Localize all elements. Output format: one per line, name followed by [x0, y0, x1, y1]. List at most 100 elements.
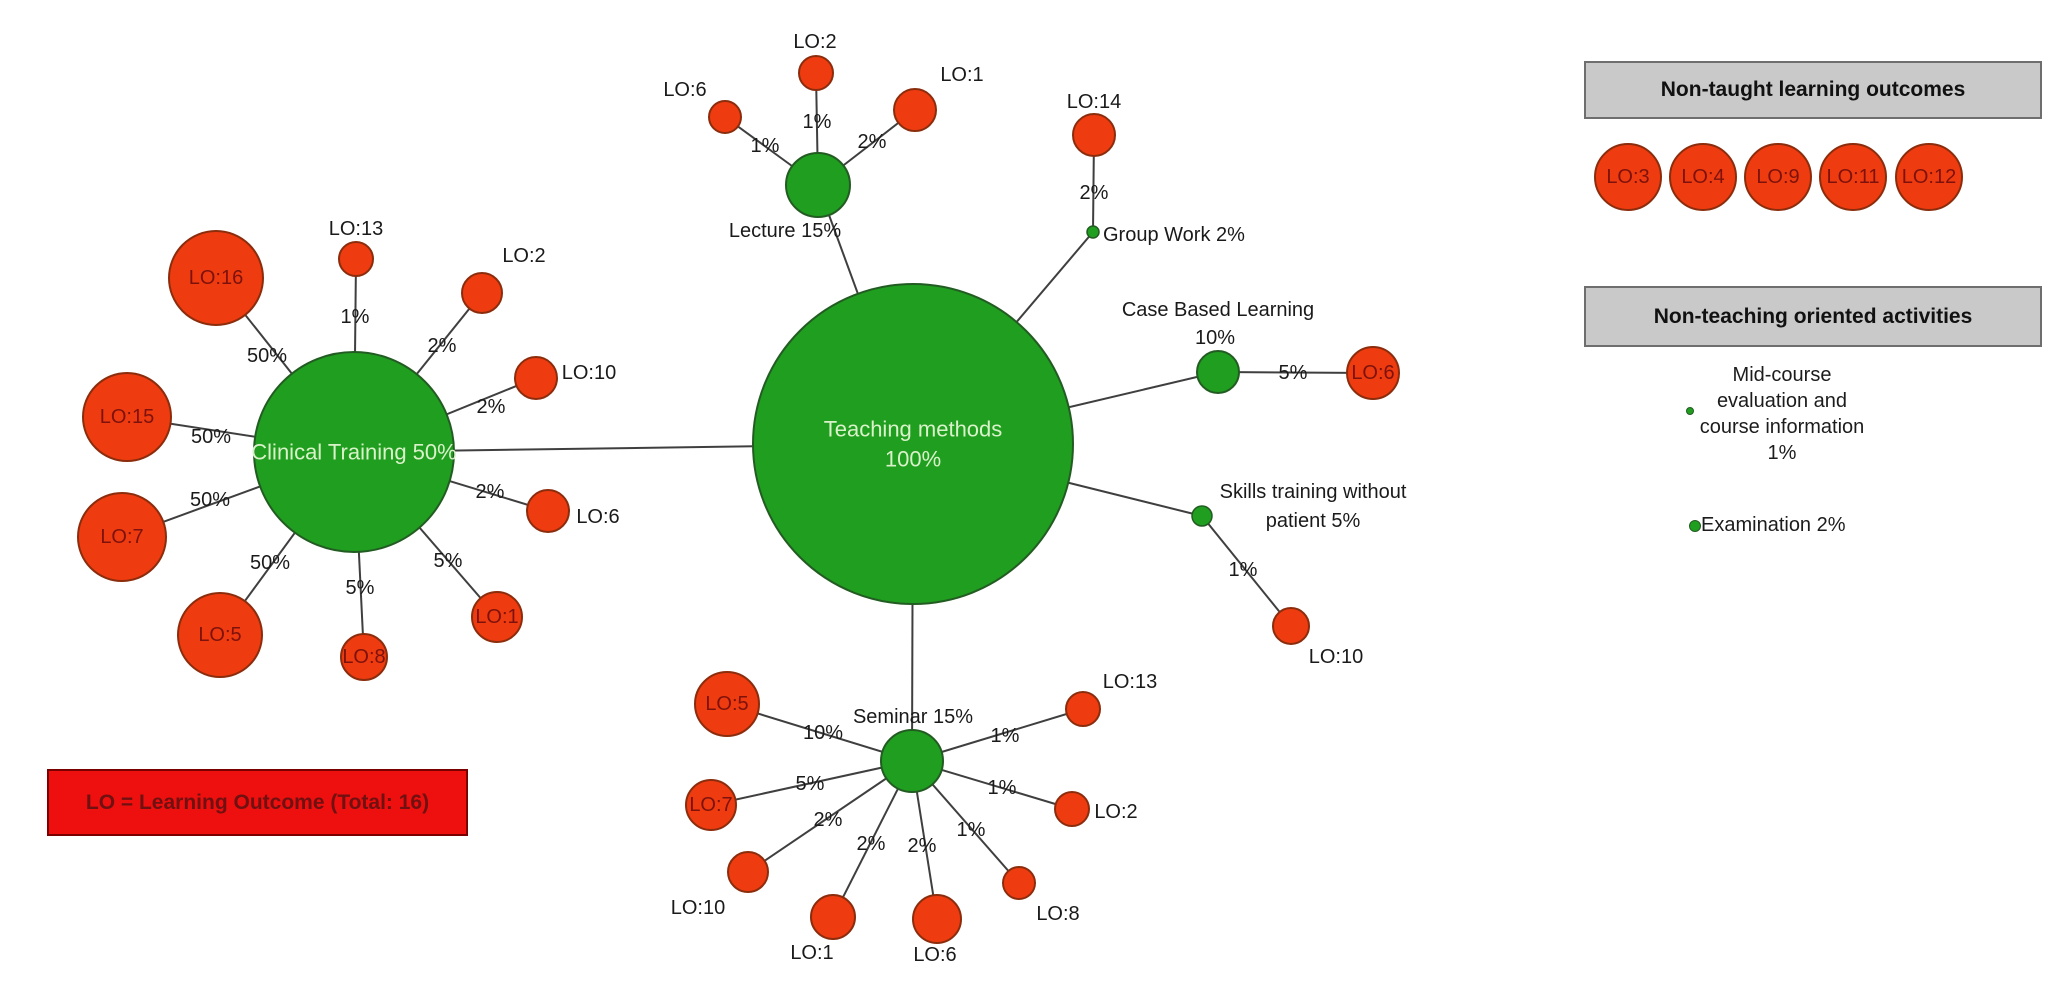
label-groupwork: Group Work 2%: [1103, 224, 1245, 246]
node-cl-lo13: [338, 241, 374, 277]
examination-dot: [1689, 519, 1701, 532]
node-label-cl-lo5: LO:5: [198, 624, 241, 646]
node-label-cl-lo7: LO:7: [100, 526, 143, 548]
node-cl-lo2: [461, 272, 503, 314]
label-sem-lo8: LO:8: [1036, 903, 1079, 925]
edge-label-13: 50%: [250, 552, 290, 574]
label-sem-lo6: LO:6: [913, 944, 956, 966]
node-label-teaching: Teaching methods: [824, 417, 1003, 442]
node-label-sem-lo5: LO:5: [705, 693, 748, 715]
edge-label-8: 2%: [428, 335, 457, 357]
edge-label-11: 5%: [434, 550, 463, 572]
node-lecture: [785, 152, 851, 218]
edge-skills-sk-lo10: [1201, 515, 1292, 627]
node-sk-lo10: [1272, 607, 1310, 645]
label-sem-lo13: LO:13: [1103, 671, 1157, 693]
edge-label-10: 2%: [476, 481, 505, 503]
edge-label-2: 2%: [858, 131, 887, 153]
legend-non-teaching-box: Non-teaching oriented activities: [1584, 286, 2042, 347]
edge-label-15: 50%: [191, 426, 231, 448]
label-sk-lo10: LO:10: [1309, 646, 1363, 668]
node-lec-lo1: [893, 88, 937, 132]
node-cl-lo8: [340, 633, 388, 681]
edge-label-14: 50%: [190, 489, 230, 511]
node-lec-lo2: [798, 55, 834, 91]
label-sem-lo1: LO:1: [790, 942, 833, 964]
node-skills: [1191, 505, 1213, 527]
label-cl-lo6: LO:6: [576, 506, 619, 528]
edge-label-17: 5%: [796, 773, 825, 795]
node-label-cl-lo8: LO:8: [342, 646, 385, 668]
node-cl-lo5: [177, 592, 263, 678]
edge-label-19: 2%: [857, 833, 886, 855]
node-label-cbl-lo6: LO:6: [1351, 362, 1394, 384]
node-sem-lo6: [912, 894, 962, 944]
examination-label: Examination 2%: [1701, 514, 1846, 536]
node-cl-lo16: [168, 230, 264, 326]
node-clinical: [253, 351, 455, 553]
label-cbl-line2: 10%: [1195, 327, 1235, 349]
lo-note-box: LO = Learning Outcome (Total: 16): [47, 769, 468, 836]
legend-chip-lo9: LO:9: [1744, 143, 1812, 211]
label-sem-lo10: LO:10: [671, 897, 725, 919]
node-label-cl-lo15: LO:15: [100, 406, 154, 428]
legend-non-taught-box: Non-taught learning outcomes: [1584, 61, 2042, 119]
label-cbl-line1: Case Based Learning: [1122, 299, 1314, 321]
edge-label-3: 2%: [1080, 182, 1109, 204]
edge-label-9: 2%: [477, 396, 506, 418]
node-lec-lo6: [708, 100, 742, 134]
label-lec-lo6: LO:6: [663, 79, 706, 101]
node-groupwork: [1086, 225, 1100, 239]
node-label-cl-lo16: LO:16: [189, 267, 243, 289]
examination-row: Examination 2%: [1689, 514, 1846, 537]
legend-non-taught-header: Non-taught learning outcomes: [1660, 78, 1966, 101]
label-lec-lo2: LO:2: [793, 31, 836, 53]
legend-chip-lo12: LO:12: [1895, 143, 1963, 211]
label-lec-lo1: LO:1: [940, 64, 983, 86]
label-cl-lo10: LO:10: [562, 362, 616, 384]
node-sem-lo5: [694, 671, 760, 737]
legend-chip-lo3: LO:3: [1594, 143, 1662, 211]
node-cl-lo10: [514, 356, 558, 400]
edge-label-18: 2%: [814, 809, 843, 831]
node-teaching: [752, 283, 1074, 605]
label-lecture: Lecture 15%: [729, 220, 842, 242]
edge-label-6: 50%: [247, 345, 287, 367]
edge-seminar-sem-lo7: [710, 760, 913, 806]
label-cl-lo13: LO:13: [329, 218, 383, 240]
edge-label-21: 1%: [957, 819, 986, 841]
label-gw-lo14: LO:14: [1067, 91, 1121, 113]
label-cl-lo2: LO:2: [502, 245, 545, 267]
node-cl-lo6: [526, 489, 570, 533]
edge-seminar-sem-lo10: [747, 760, 913, 873]
node-gw-lo14: [1072, 113, 1116, 157]
label-sem-lo2: LO:2: [1094, 801, 1137, 823]
edge-label-4: 5%: [1279, 362, 1308, 384]
label-skills-line2: patient 5%: [1266, 510, 1361, 532]
edge-label-7: 1%: [341, 306, 370, 328]
node-sem-lo1: [810, 894, 856, 940]
legend-chip-lo4: LO:4: [1669, 143, 1737, 211]
legend-chip-lo11: LO:11: [1819, 143, 1887, 211]
node-label-clinical: Clinical Training 50%: [251, 440, 456, 465]
edge-label-5: 1%: [1229, 559, 1258, 581]
midcourse-dot: [1686, 407, 1694, 415]
midcourse-note: Mid-course evaluation and course informa…: [1699, 364, 1865, 464]
edge-label-22: 1%: [988, 777, 1017, 799]
node-sem-lo13: [1065, 691, 1101, 727]
node-seminar: [880, 729, 944, 793]
edge-label-16: 10%: [803, 722, 843, 744]
node-cbl: [1196, 350, 1240, 394]
node-cl-lo7: [77, 492, 167, 582]
node-cl-lo1: [471, 591, 523, 643]
node-cbl-lo6: [1346, 346, 1400, 400]
node-sem-lo7: [685, 779, 737, 831]
edge-label-20: 2%: [908, 835, 937, 857]
edge-label-12: 5%: [346, 577, 375, 599]
lo-note-text: LO = Learning Outcome (Total: 16): [85, 790, 430, 814]
node-sem-lo2: [1054, 791, 1090, 827]
edge-label-0: 1%: [803, 111, 832, 133]
node-cl-lo15: [82, 372, 172, 462]
node-label-cl-lo1: LO:1: [475, 606, 518, 628]
